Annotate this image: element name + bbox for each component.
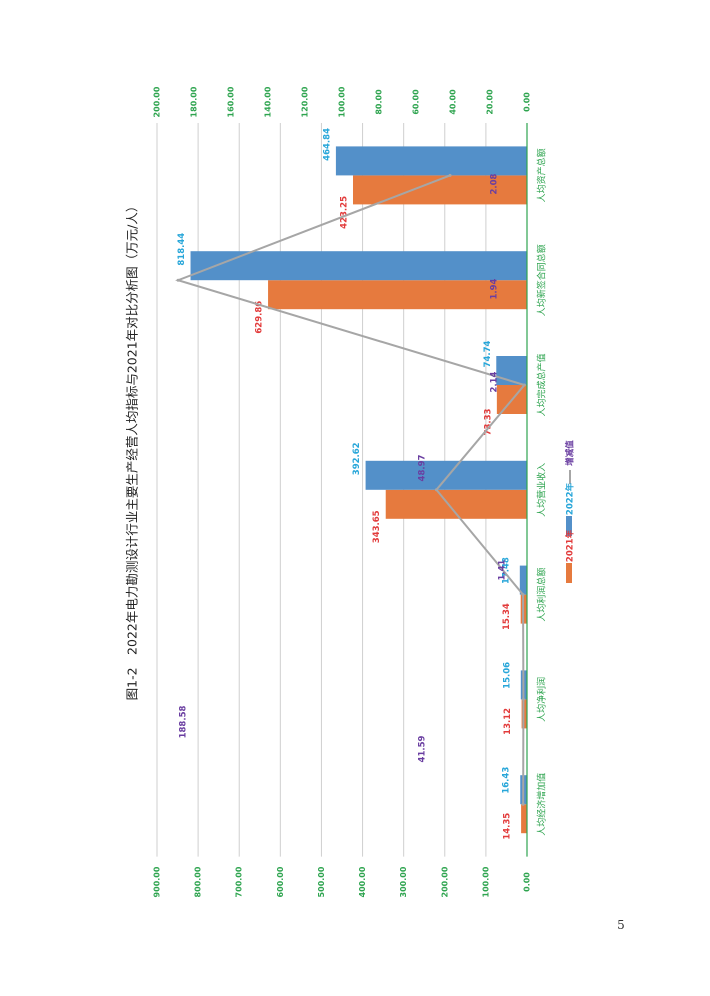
bar-2022 (190, 251, 528, 281)
label-2021: 423.25 (339, 196, 349, 229)
primary-tick-label: 0.00 (523, 872, 532, 892)
primary-tick-label: 500.00 (317, 866, 326, 897)
legend-swatch-2021 (566, 563, 572, 583)
diff-point (448, 173, 452, 177)
category-label: 人均经济增加值 (536, 773, 548, 836)
diff-point (522, 383, 526, 387)
bar-2022 (335, 146, 527, 176)
legend-label-diff: 增减值 (565, 440, 576, 466)
secondary-tick-label: 80.00 (375, 89, 384, 115)
label-2021: 13.12 (503, 708, 513, 735)
label-2022: 74.74 (483, 340, 493, 367)
label-2022: 15.06 (502, 662, 512, 689)
page-number: 5 (617, 918, 625, 932)
secondary-tick-label: 160.00 (227, 86, 236, 117)
label-2021: 14.35 (503, 813, 513, 840)
primary-tick-label: 700.00 (235, 866, 244, 897)
diff-point (176, 278, 180, 282)
diff-label: 1.94 (490, 278, 500, 299)
secondary-tick-label: 180.00 (190, 86, 199, 117)
diff-point (521, 593, 525, 597)
secondary-tick-label: 100.00 (338, 86, 347, 117)
secondary-tick-label: 60.00 (412, 89, 421, 115)
label-2021: 629.86 (255, 301, 265, 334)
diff-point (521, 802, 525, 806)
label-2021: 343.65 (372, 510, 382, 543)
secondary-tick-label: 120.00 (301, 86, 310, 117)
category-label: 人均营业收入 (536, 463, 548, 517)
label-2022: 464.84 (322, 128, 332, 161)
bar-2022 (519, 565, 527, 595)
secondary-tick-label: 0.00 (523, 92, 532, 112)
diff-point (434, 488, 438, 492)
legend-label-2021: 2021年 (565, 529, 576, 562)
primary-tick-label: 200.00 (440, 866, 449, 897)
category-label: 人均净利润 (536, 677, 548, 722)
diff-label: 2.08 (490, 173, 500, 194)
category-label: 人均新签合同总额 (536, 244, 548, 316)
label-2021: 15.34 (502, 603, 512, 630)
diff-label: 1.41 (498, 559, 508, 580)
secondary-tick-label: 20.00 (486, 89, 495, 115)
diff-point (521, 697, 525, 701)
category-label: 人均利润总额 (536, 568, 548, 622)
chart-title: 图1-2 2022年电力勘测设计行业主要生产经营人均指标与2021年对比分析图（… (125, 200, 140, 701)
secondary-tick-label: 140.00 (264, 86, 273, 117)
label-2022: 818.44 (177, 233, 187, 266)
category-label: 人均完成总产值 (536, 353, 548, 416)
label-2022: 392.62 (352, 442, 362, 475)
legend-swatch-2022 (566, 516, 572, 536)
bar-2022 (365, 460, 527, 490)
label-2022: 17.48 (501, 557, 511, 584)
legend-label-2022: 2022年 (565, 482, 576, 515)
primary-tick-label: 900.00 (153, 866, 162, 897)
secondary-tick-label: 200.00 (153, 86, 162, 117)
secondary-tick-label: 40.00 (449, 89, 458, 115)
primary-tick-label: 800.00 (194, 866, 203, 897)
primary-tick-label: 300.00 (399, 866, 408, 897)
diff-label: 2.14 (490, 371, 500, 392)
bar-2021 (521, 804, 527, 834)
label-2022: 16.43 (502, 767, 512, 794)
legend (566, 470, 572, 583)
primary-tick-label: 400.00 (358, 866, 367, 897)
bar-2021 (268, 280, 527, 310)
category-label: 人均资产总额 (536, 148, 548, 202)
diff-label: 41.59 (418, 735, 428, 762)
diff-label: 48.97 (418, 454, 428, 481)
primary-tick-label: 100.00 (481, 866, 490, 897)
diff-label: 188.58 (179, 706, 189, 739)
primary-tick-label: 600.00 (276, 866, 285, 897)
label-2021: 73.33 (483, 408, 493, 435)
